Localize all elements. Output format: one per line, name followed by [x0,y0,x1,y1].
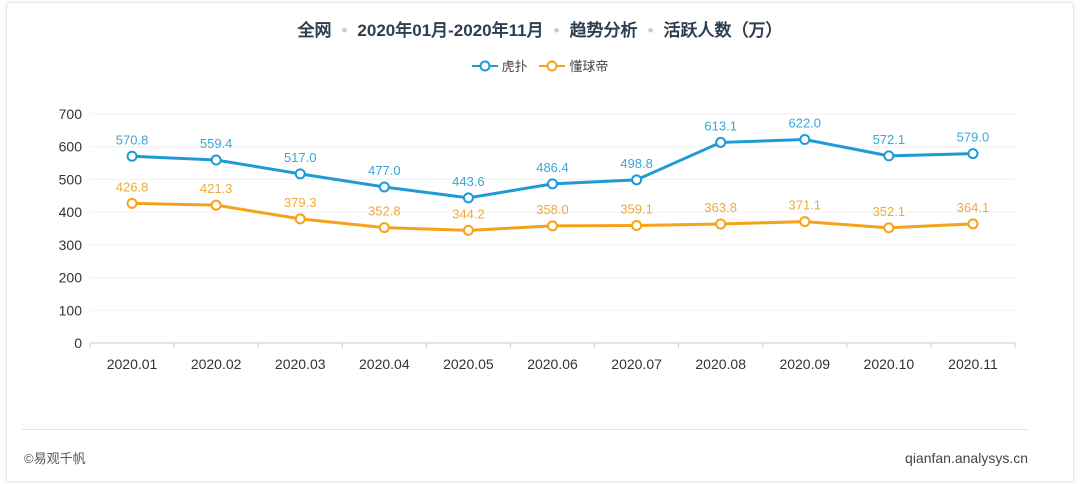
data-point [883,222,895,234]
data-label: 498.8 [620,156,653,171]
data-point [715,218,727,230]
y-tick-label: 600 [59,139,83,155]
data-point [126,150,138,162]
copyright: ©易观千帆 [24,451,86,466]
data-label: 486.4 [536,160,569,175]
data-point [967,218,979,230]
legend-label: 虎扑 [501,59,528,74]
x-tick-label: 2020.10 [864,356,915,372]
data-point [967,148,979,160]
data-point [126,197,138,209]
x-tick-label: 2020.04 [359,356,410,372]
y-tick-label: 700 [59,106,83,122]
data-point [378,222,390,234]
legend-item-hupu[interactable]: 虎扑 [471,56,528,75]
title-scope: 全网 [297,21,332,40]
data-label: 570.8 [116,132,149,147]
data-label: 572.1 [873,132,906,147]
x-tick-label: 2020.02 [191,356,242,372]
data-label: 363.8 [704,200,737,215]
y-tick-label: 400 [59,204,83,220]
legend-item-dongqiudi[interactable]: 懂球帝 [539,56,608,75]
legend-marker-icon [471,60,498,71]
data-point [883,150,895,162]
data-label: 359.1 [620,202,653,217]
data-point [294,213,306,225]
y-tick-label: 200 [59,270,83,286]
x-tick-label: 2020.01 [107,356,158,372]
data-label: 421.3 [200,181,233,196]
data-label: 559.4 [200,136,233,151]
data-label: 579.0 [957,130,990,145]
source-url: qianfan.analysys.cn [905,450,1028,466]
x-tick-label: 2020.05 [443,356,494,372]
data-point [631,220,643,232]
data-label: 352.8 [368,204,401,219]
data-point [547,178,558,190]
data-point [210,154,222,166]
x-tick-label: 2020.06 [527,356,578,372]
x-tick-label: 2020.11 [948,356,998,372]
title-metric: 活跃人数（万） [663,21,783,40]
chart-card [6,2,1074,482]
y-tick-label: 0 [74,335,82,351]
data-point [799,216,811,228]
data-point [715,136,727,148]
x-tick-label: 2020.03 [275,356,326,372]
title-period: 2020年01月-2020年11月 [357,21,544,40]
data-point [378,181,390,193]
x-tick-label: 2020.08 [695,356,746,372]
data-label: 344.2 [452,206,485,221]
data-label: 371.1 [788,198,821,213]
title-type: 趋势分析 [569,21,638,40]
data-label: 622.0 [788,116,821,131]
data-label: 379.3 [284,195,317,210]
data-label: 364.1 [957,200,990,215]
legend-label: 懂球帝 [569,59,609,74]
data-point [294,168,306,180]
legend-marker-icon [539,60,566,71]
x-tick-label: 2020.09 [779,356,830,372]
data-label: 517.0 [284,150,317,165]
data-point [462,224,474,236]
chart-title: 全网 • 2020年01月-2020年11月 • 趋势分析 • 活跃人数（万） [297,21,783,40]
data-label: 358.0 [536,202,569,217]
y-tick-label: 500 [59,171,83,187]
data-label: 613.1 [704,118,737,133]
y-tick-label: 300 [59,237,83,253]
data-point [210,199,222,211]
data-point [462,192,474,204]
data-label: 352.1 [873,204,906,219]
legend: 虎扑 懂球帝 [0,56,1080,75]
data-label: 477.0 [368,163,401,178]
data-label: 426.8 [116,179,149,194]
data-label: 443.6 [452,174,485,189]
data-point [631,174,643,186]
data-point [547,220,558,232]
data-point [799,134,811,146]
x-tick-label: 2020.07 [611,356,662,372]
y-tick-label: 100 [59,302,83,318]
footer-divider [22,429,1028,430]
